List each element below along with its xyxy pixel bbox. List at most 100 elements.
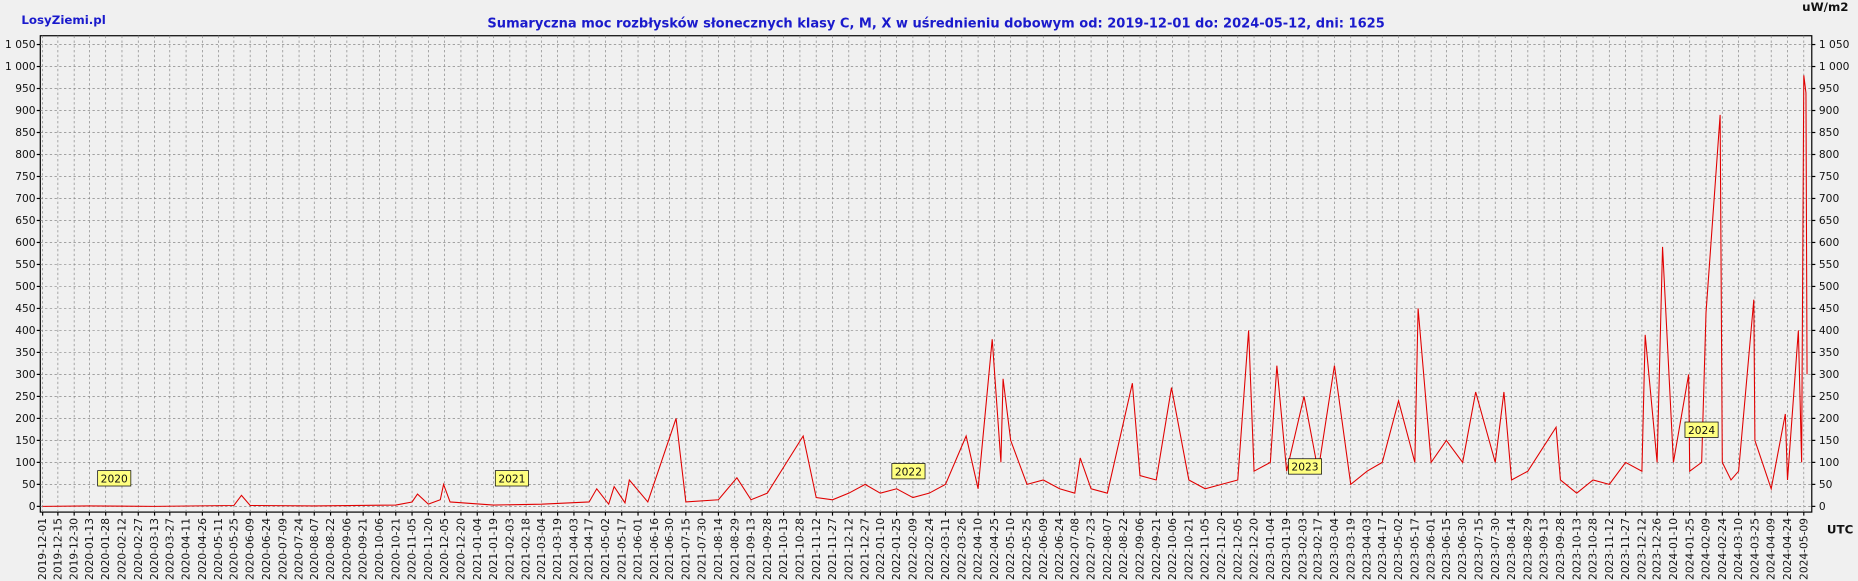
year-label-box <box>1288 458 1322 475</box>
y2-tick-label: 600 <box>1819 236 1840 249</box>
x-tick-label: 2023-04-03 <box>1361 518 1374 580</box>
year-label: 2022 <box>895 465 922 478</box>
x-tick-label: 2020-02-12 <box>116 518 129 580</box>
x-tick-label: 2023-11-27 <box>1619 518 1632 580</box>
x-tick-label: 2021-08-29 <box>728 518 741 580</box>
y2-tick-label: 400 <box>1819 324 1840 337</box>
x-tick-label: 2021-02-03 <box>503 518 516 580</box>
y-tick-label: 450 <box>15 302 36 315</box>
x-tick-label: 2023-05-17 <box>1408 518 1421 580</box>
x-tick-label: 2022-02-24 <box>923 518 936 580</box>
x-tick-label: 2021-02-18 <box>520 518 533 580</box>
y2-tick-label: 750 <box>1819 170 1840 183</box>
x-tick-label: 2021-09-13 <box>745 518 758 580</box>
x-tick-label: 2020-04-26 <box>196 518 209 580</box>
x-tick-label: 2020-02-27 <box>132 518 145 580</box>
x-tick-label: 2020-08-07 <box>308 518 321 580</box>
year-label: 2024 <box>1688 424 1715 437</box>
year-label: 2021 <box>498 472 525 485</box>
x-tick-label: 2021-10-28 <box>793 518 806 580</box>
x-tick-label: 2021-12-27 <box>859 518 872 580</box>
x-tick-label: 2022-09-06 <box>1134 518 1147 580</box>
x-tick-label: 2021-08-14 <box>712 518 725 580</box>
x-tick-label: 2024-01-10 <box>1667 518 1680 580</box>
y2-tick-label: 1 050 <box>1819 38 1850 51</box>
y-unit: uW/m2 <box>1802 0 1848 14</box>
y2-tick-label: 50 <box>1819 478 1833 491</box>
data-line <box>42 75 1808 507</box>
x-tick-label: 2020-10-06 <box>373 518 386 580</box>
x-tick-label: 2022-05-10 <box>1004 518 1017 580</box>
x-tick-label: 2023-09-28 <box>1554 518 1567 580</box>
y2-tick-label: 700 <box>1819 192 1840 205</box>
x-tick-label: 2024-04-09 <box>1765 518 1778 580</box>
x-tick-label: 2020-06-24 <box>260 518 273 580</box>
y-tick-label: 750 <box>15 170 36 183</box>
x-tick-label: 2022-07-08 <box>1068 518 1081 580</box>
x-tick-label: 2020-09-21 <box>357 518 370 580</box>
chart-title: Sumaryczna moc rozbłysków słonecznych kl… <box>487 16 1384 31</box>
x-tick-label: 2023-06-01 <box>1425 518 1438 580</box>
x-tick-label: 2021-06-30 <box>663 518 676 580</box>
year-label-box <box>891 463 926 480</box>
x-tick-label: 2020-10-21 <box>389 518 402 580</box>
year-label-box <box>494 470 529 487</box>
x-tick-label: 2020-05-25 <box>227 518 240 580</box>
y-tick-label: 700 <box>15 192 36 205</box>
x-tick-label: 2023-02-03 <box>1296 518 1309 580</box>
x-tick-label: 2023-08-14 <box>1505 518 1518 580</box>
x-tick-label: 2022-03-26 <box>955 518 968 580</box>
x-tick-label: 2020-06-09 <box>244 518 257 580</box>
x-tick-label: 2023-06-30 <box>1456 518 1469 580</box>
y-tick-label: 650 <box>15 214 36 227</box>
x-tick-label: 2022-08-22 <box>1117 518 1130 580</box>
x-tick-label: 2019-12-30 <box>68 518 81 580</box>
x-tick-label: 2024-04-24 <box>1781 518 1794 580</box>
y2-tick-label: 150 <box>1819 434 1840 447</box>
y2-tick-label: 300 <box>1819 368 1840 381</box>
x-tick-label: 2021-07-30 <box>696 518 709 580</box>
x-tick-label: 2023-10-28 <box>1587 518 1600 580</box>
x-tick-label: 2023-04-17 <box>1376 518 1389 580</box>
x-tick-label: 2023-03-19 <box>1344 518 1357 580</box>
x-tick-label: 2024-02-09 <box>1700 518 1713 580</box>
plot-frame <box>39 35 1813 513</box>
x-tick-label: 2022-07-23 <box>1085 518 1098 580</box>
y-tick-label: 900 <box>15 104 36 117</box>
x-tick-label: 2019-12-01 <box>36 518 49 580</box>
brand: LosyZiemi.pl <box>21 13 105 27</box>
y-tick-label: 300 <box>15 368 36 381</box>
x-tick-label: 2023-03-04 <box>1328 518 1341 580</box>
y2-tick-label: 850 <box>1819 126 1840 139</box>
y-tick-label: 350 <box>15 346 36 359</box>
x-tick-label: 2022-12-05 <box>1231 518 1244 580</box>
x-tick-label: 2022-05-25 <box>1021 518 1034 580</box>
y-tick-label: 500 <box>15 280 36 293</box>
x-tick-label: 2022-08-07 <box>1101 518 1114 580</box>
x-tick-label: 2022-11-20 <box>1215 518 1228 580</box>
x-tick-label: 2022-12-20 <box>1248 518 1261 580</box>
y-tick-label: 850 <box>15 126 36 139</box>
x-tick-label: 2022-06-24 <box>1053 518 1066 580</box>
x-tick-label: 2023-06-15 <box>1440 518 1453 580</box>
x-tick-label: 2021-09-28 <box>761 518 774 580</box>
y-tick-label: 100 <box>15 456 36 469</box>
x-tick-label: 2021-01-04 <box>471 518 484 580</box>
x-tick-label: 2022-06-09 <box>1037 518 1050 580</box>
y-tick-label: 250 <box>15 390 36 403</box>
x-tick-label: 2023-12-12 <box>1635 518 1648 580</box>
x-tick-label: 2021-04-17 <box>583 518 596 580</box>
y-tick-label: 0 <box>29 500 36 513</box>
y-tick-label: 550 <box>15 258 36 271</box>
x-tick-label: 2023-05-02 <box>1392 518 1405 580</box>
y2-tick-label: 200 <box>1819 412 1840 425</box>
x-tick-label: 2021-06-16 <box>648 518 661 580</box>
y2-tick-label: 800 <box>1819 148 1840 161</box>
x-tick-label: 2021-07-15 <box>679 518 692 580</box>
x-tick-label: 2023-10-13 <box>1570 518 1583 580</box>
x-tick-label: 2020-12-05 <box>438 518 451 580</box>
x-tick-label: 2020-08-22 <box>324 518 337 580</box>
y2-tick-label: 0 <box>1819 500 1826 513</box>
y2-tick-label: 900 <box>1819 104 1840 117</box>
